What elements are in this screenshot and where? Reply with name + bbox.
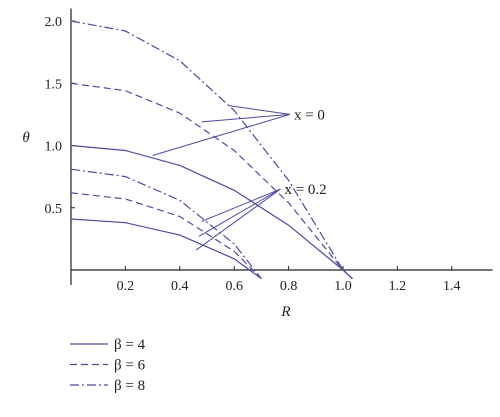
- y-tick-label: 2.0: [45, 15, 63, 30]
- x-tick-label: 1.2: [389, 279, 407, 294]
- x-tick-label: 0.6: [225, 279, 243, 294]
- series-line: [70, 144, 353, 280]
- series-layer: [70, 20, 353, 280]
- series-line: [70, 192, 262, 280]
- annotation-layer: x = 0 x = 0.2: [152, 105, 327, 251]
- legend: β = 4 β = 6 β = 8: [70, 337, 146, 394]
- x-tick-label: 0.4: [171, 279, 189, 294]
- annotation-leader: [201, 113, 291, 123]
- annotation-leader: [201, 188, 281, 222]
- x-tick-label: 0.8: [280, 279, 298, 294]
- series-line: [70, 82, 353, 280]
- legend-label: β = 4: [114, 337, 146, 353]
- annotation-leader: [152, 113, 291, 156]
- x-tick-label: 0.2: [117, 279, 135, 294]
- series-line: [70, 20, 353, 280]
- axes: 0.2 0.4 0.6 0.8 1.0 1.2 1.4 0.5 1.0 1.5 2.0: [45, 8, 493, 294]
- y-tick-label: 1.5: [45, 77, 63, 92]
- y-axis-label: θ: [22, 130, 30, 146]
- y-tick-label: 0.5: [45, 202, 63, 217]
- x-axis-label: R: [280, 304, 290, 320]
- annotation-leader: [228, 105, 291, 115]
- y-tick-label: 1.0: [45, 140, 63, 155]
- annotation-label: x = 0.2: [284, 182, 326, 198]
- x-tick-label: 1.4: [443, 279, 461, 294]
- x-tick-label: 1.0: [334, 279, 352, 294]
- series-line: [70, 168, 262, 280]
- annotation-label: x = 0: [294, 107, 325, 123]
- annotation-leader: [195, 188, 281, 251]
- series-line: [70, 218, 262, 280]
- legend-label: β = 6: [114, 358, 146, 374]
- legend-label: β = 8: [114, 378, 145, 394]
- annotation-leader: [198, 188, 281, 237]
